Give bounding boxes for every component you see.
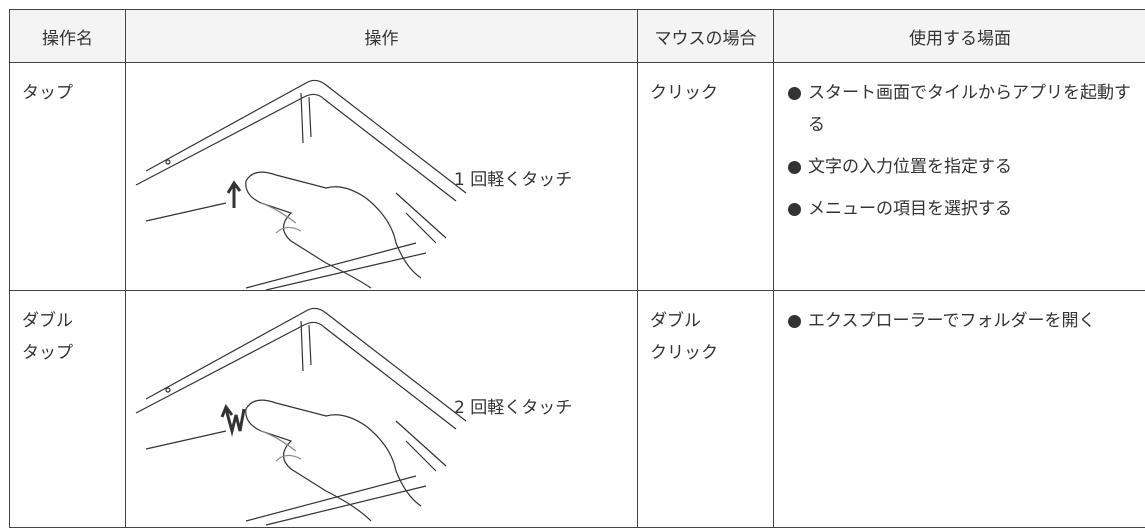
text-line: クリック bbox=[650, 343, 718, 363]
text-line: クリック bbox=[650, 83, 718, 103]
uses-cell: スタート画面でタイルからアプリを起動する文字の入力位置を指定する メニューの項目を… bbox=[773, 62, 1145, 291]
text-line: ダブル bbox=[650, 311, 701, 331]
header-cell: 操作 bbox=[125, 9, 638, 63]
name-lines: タップ bbox=[10, 63, 125, 109]
name-cell: タップ bbox=[9, 62, 126, 291]
text-line: タップ bbox=[22, 83, 73, 103]
header-cell: マウスの場合 bbox=[637, 9, 774, 63]
mouse-lines: ダブル クリック bbox=[638, 291, 773, 369]
mouse-cell: クリック bbox=[637, 62, 774, 291]
name-cell: ダブル タップ bbox=[9, 290, 126, 528]
tap-illustration bbox=[135, 79, 467, 290]
name-lines: ダブル タップ bbox=[10, 291, 125, 369]
action-cell: 1 回軽くタッチ bbox=[125, 62, 638, 291]
text-line: ダブル bbox=[22, 311, 73, 331]
header-cell: 使用する場面 bbox=[773, 9, 1145, 63]
use-item: メニューの項目を選択する bbox=[788, 193, 1136, 225]
bullet bbox=[788, 315, 801, 328]
action-cell: 2 回軽くタッチ bbox=[125, 290, 638, 528]
header-row: 操作名 操作 マウスの場合 使用する場面 bbox=[9, 9, 1145, 63]
text-line: タップ bbox=[22, 343, 73, 363]
operations-table: 操作名 操作 マウスの場合 使用する場面 タップ 1 回軽くタッチ クリック ス… bbox=[9, 9, 1145, 528]
use-text: 文字の入力位置を指定する bbox=[808, 157, 1012, 177]
double-tap-illustration bbox=[135, 307, 467, 526]
mouse-cell: ダブル クリック bbox=[637, 290, 774, 528]
uses-cell: エクスプローラーでフォルダーを開く bbox=[773, 290, 1145, 528]
action-label: 1 回軽くタッチ bbox=[454, 170, 573, 190]
use-text: メニューの項目を選択する bbox=[808, 199, 1012, 219]
action-label: 2 回軽くタッチ bbox=[454, 398, 573, 418]
use-item: エクスプローラーでフォルダーを開く bbox=[788, 305, 1136, 337]
use-text: エクスプローラーでフォルダーを開く bbox=[808, 311, 1096, 331]
use-text: スタート画面でタイルからアプリを起動する bbox=[808, 83, 1131, 135]
bullet bbox=[788, 203, 801, 216]
uses-list: スタート画面でタイルからアプリを起動する文字の入力位置を指定する メニューの項目を… bbox=[774, 63, 1145, 225]
row: タップ 1 回軽くタッチ クリック スタート画面でタイルからアプリを起動する文字… bbox=[9, 62, 1145, 291]
mouse-lines: クリック bbox=[638, 63, 773, 109]
uses-list: エクスプローラーでフォルダーを開く bbox=[774, 291, 1145, 337]
header-cell: 操作名 bbox=[9, 9, 126, 63]
bullet bbox=[788, 87, 801, 100]
use-item: 文字の入力位置を指定する bbox=[788, 151, 1136, 183]
bullet bbox=[788, 161, 801, 174]
use-item: スタート画面でタイルからアプリを起動する bbox=[788, 77, 1136, 141]
row: ダブルタップ 2 回軽くタッチ ダブルクリック エクスプローラーでフォルダーを開… bbox=[9, 290, 1145, 528]
